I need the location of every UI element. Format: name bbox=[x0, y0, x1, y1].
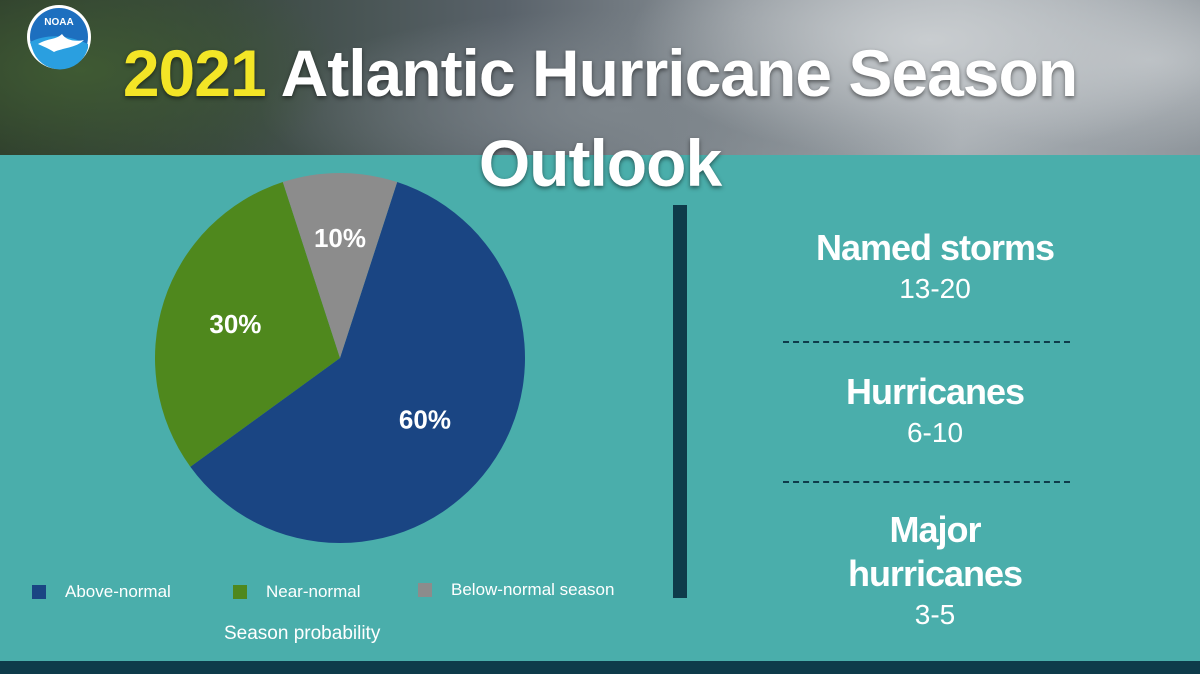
legend-swatch-near-normal bbox=[233, 585, 247, 599]
pie-slice-labels: 60% 30% 10% bbox=[209, 223, 451, 435]
legend-label-below-normal: Below-normal season bbox=[451, 580, 615, 599]
legend-swatch-below-normal bbox=[418, 583, 432, 597]
pie-chart: 60% 30% 10% bbox=[155, 173, 526, 543]
pie-slices bbox=[155, 173, 526, 543]
title-text: Atlantic Hurricane Season Outlook bbox=[280, 36, 1079, 200]
vertical-divider bbox=[673, 205, 687, 598]
dashed-separator bbox=[783, 481, 1070, 483]
legend-label-above-normal: Above-normal bbox=[65, 582, 171, 601]
pie-slice-below-normal bbox=[282, 173, 398, 358]
pie-slice-near-normal bbox=[155, 182, 340, 467]
title-year: 2021 bbox=[122, 36, 267, 110]
stat-named-storms: Named storms 13-20 bbox=[800, 226, 1070, 306]
stat-title-major-hurricanes: Major hurricanes bbox=[847, 509, 1023, 594]
logo-text: NOAA bbox=[44, 17, 73, 28]
slice-label-below-normal: 10% bbox=[314, 223, 366, 253]
stat-major-hurricanes: Major hurricanes 3-5 bbox=[800, 508, 1070, 632]
slice-label-above-normal: 60% bbox=[399, 405, 451, 435]
dashed-separator bbox=[783, 341, 1070, 343]
header-banner: NOAA 2021 Atlantic Hurricane Season Outl… bbox=[0, 0, 1200, 200]
stat-title-hurricanes: Hurricanes bbox=[845, 371, 1025, 412]
pie-slice-above-normal bbox=[190, 182, 526, 543]
legend-item-below-normal: Below-normal season bbox=[418, 579, 614, 601]
legend-item-above-normal: Above-normal bbox=[32, 581, 171, 603]
legend-swatch-above-normal bbox=[32, 585, 46, 599]
stat-hurricanes: Hurricanes 6-10 bbox=[800, 370, 1070, 450]
stat-value-hurricanes: 6-10 bbox=[906, 417, 964, 448]
noaa-logo: NOAA bbox=[27, 5, 91, 70]
stat-value-major-hurricanes: 3-5 bbox=[914, 599, 956, 630]
footer-bar bbox=[0, 661, 1200, 674]
stat-value-named-storms: 13-20 bbox=[899, 273, 971, 304]
chart-caption: Season probability bbox=[224, 623, 381, 644]
legend-label-near-normal: Near-normal bbox=[266, 582, 361, 601]
slice-label-near-normal: 30% bbox=[209, 309, 261, 339]
page-title: 2021 Atlantic Hurricane Season Outlook bbox=[0, 28, 1200, 208]
legend-item-near-normal: Near-normal bbox=[233, 581, 360, 603]
stat-title-named-storms: Named storms bbox=[815, 227, 1055, 268]
